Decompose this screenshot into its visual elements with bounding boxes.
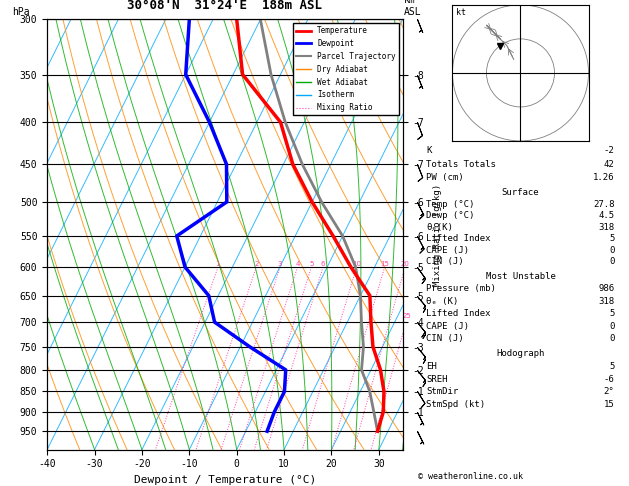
- Text: 25: 25: [403, 312, 411, 318]
- Text: 0: 0: [609, 245, 615, 255]
- Text: Lifted Index: Lifted Index: [426, 309, 491, 318]
- Text: Dewp (°C): Dewp (°C): [426, 211, 475, 220]
- Text: CAPE (J): CAPE (J): [426, 245, 469, 255]
- Text: PW (cm): PW (cm): [426, 174, 464, 182]
- Text: Most Unstable: Most Unstable: [486, 272, 555, 280]
- Text: 30°08'N  31°24'E  188m ASL: 30°08'N 31°24'E 188m ASL: [127, 0, 323, 12]
- Text: EH: EH: [426, 362, 437, 371]
- Text: 27.8: 27.8: [593, 200, 615, 209]
- Text: 20: 20: [401, 261, 409, 267]
- Text: SREH: SREH: [426, 375, 448, 383]
- Text: Hodograph: Hodograph: [496, 349, 545, 358]
- Text: 5: 5: [309, 261, 314, 267]
- Text: 1: 1: [216, 261, 220, 267]
- Text: -6: -6: [604, 375, 615, 383]
- Text: 318: 318: [598, 296, 615, 306]
- Text: StmDir: StmDir: [426, 387, 459, 396]
- Text: 5: 5: [609, 234, 615, 243]
- Text: Lifted Index: Lifted Index: [426, 234, 491, 243]
- Text: 10: 10: [352, 261, 361, 267]
- Text: Surface: Surface: [502, 189, 539, 197]
- Text: 5: 5: [609, 309, 615, 318]
- Text: 986: 986: [598, 284, 615, 293]
- Text: © weatheronline.co.uk: © weatheronline.co.uk: [418, 472, 523, 481]
- Text: km
ASL: km ASL: [404, 0, 421, 17]
- Text: 3: 3: [278, 261, 282, 267]
- Text: kt: kt: [456, 8, 466, 17]
- Legend: Temperature, Dewpoint, Parcel Trajectory, Dry Adiabat, Wet Adiabat, Isotherm, Mi: Temperature, Dewpoint, Parcel Trajectory…: [292, 23, 399, 115]
- Text: hPa: hPa: [13, 7, 30, 17]
- X-axis label: Dewpoint / Temperature (°C): Dewpoint / Temperature (°C): [134, 475, 316, 485]
- Text: -2: -2: [604, 146, 615, 155]
- Text: 15: 15: [604, 400, 615, 409]
- Text: 0: 0: [609, 322, 615, 331]
- Text: Totals Totals: Totals Totals: [426, 159, 496, 169]
- Text: StmSpd (kt): StmSpd (kt): [426, 400, 486, 409]
- Text: 318: 318: [598, 223, 615, 232]
- Text: Temp (°C): Temp (°C): [426, 200, 475, 209]
- Text: θₑ(K): θₑ(K): [426, 223, 454, 232]
- Text: 5: 5: [609, 362, 615, 371]
- Text: 0: 0: [609, 257, 615, 266]
- Text: Mixing Ratio (g/kg): Mixing Ratio (g/kg): [433, 183, 442, 286]
- Text: 0: 0: [609, 334, 615, 343]
- Text: CIN (J): CIN (J): [426, 257, 464, 266]
- Text: 2°: 2°: [604, 387, 615, 396]
- Text: 15: 15: [380, 261, 389, 267]
- Text: 4.5: 4.5: [598, 211, 615, 220]
- Text: 42: 42: [604, 159, 615, 169]
- Text: 4: 4: [296, 261, 299, 267]
- Text: 2: 2: [254, 261, 259, 267]
- Text: 1.26: 1.26: [593, 174, 615, 182]
- Text: 6: 6: [321, 261, 325, 267]
- Text: CIN (J): CIN (J): [426, 334, 464, 343]
- Text: K: K: [426, 146, 432, 155]
- Text: Pressure (mb): Pressure (mb): [426, 284, 496, 293]
- Text: CAPE (J): CAPE (J): [426, 322, 469, 331]
- Text: θₑ (K): θₑ (K): [426, 296, 459, 306]
